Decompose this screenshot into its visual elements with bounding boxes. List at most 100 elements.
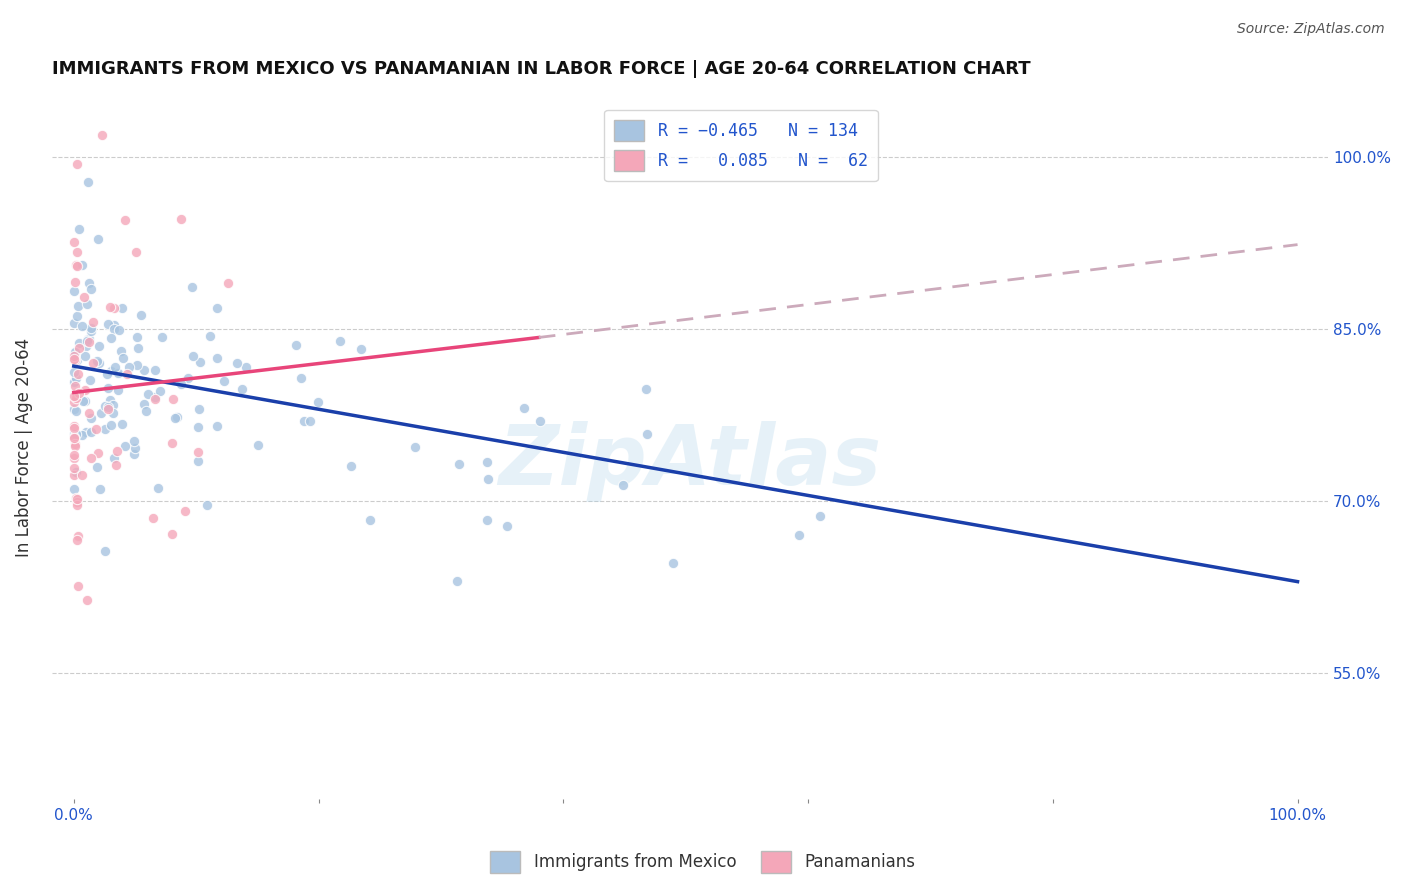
Point [70, 468, 93, 483]
Point [292, 414, 315, 428]
Point [100, 418, 122, 433]
Point [142, 510, 165, 524]
Point [75, 393, 97, 408]
Legend: R = −0.465   N = 134, R =   0.085   N =  62: R = −0.465 N = 134, R = 0.085 N = 62 [605, 110, 877, 181]
Point [67, 336, 90, 351]
Point [231, 382, 253, 396]
Point [63, 347, 86, 361]
Text: ZipAtlas: ZipAtlas [498, 420, 882, 501]
Point [63, 402, 86, 417]
Point [103, 301, 125, 316]
Point [75, 349, 97, 363]
Point [104, 360, 127, 375]
Point [808, 508, 831, 523]
Point [105, 458, 128, 472]
Point [66, 245, 89, 260]
Point [65, 156, 87, 170]
Point [63, 375, 86, 389]
Point [79, 332, 101, 346]
Point [66, 352, 89, 367]
Point [103, 318, 125, 332]
Point [63, 460, 86, 475]
Point [80, 324, 103, 338]
Point [91, 128, 114, 142]
Point [77, 334, 100, 349]
Point [63, 448, 86, 462]
Point [96, 367, 118, 381]
Point [63, 419, 86, 434]
Point [72, 394, 94, 409]
Point [150, 330, 173, 344]
Point [101, 399, 124, 413]
Point [80, 321, 103, 335]
Point [63, 349, 86, 363]
Point [170, 376, 193, 391]
Point [138, 386, 160, 401]
Point [789, 527, 811, 541]
Text: IMMIGRANTS FROM MEXICO VS PANAMANIAN IN LABOR FORCE | AGE 20-64 CORRELATION CHAR: IMMIGRANTS FROM MEXICO VS PANAMANIAN IN … [52, 60, 1031, 78]
Point [76, 334, 98, 348]
Point [188, 355, 211, 369]
Point [134, 397, 156, 411]
Point [65, 491, 87, 505]
Point [496, 518, 519, 533]
Point [180, 280, 202, 294]
Point [214, 374, 236, 388]
Point [129, 308, 152, 322]
Point [163, 410, 186, 425]
Point [235, 359, 257, 374]
Point [187, 445, 209, 459]
Point [62, 394, 84, 409]
Point [67, 299, 90, 313]
Point [87, 339, 110, 353]
Point [187, 454, 209, 468]
Point [82, 356, 104, 370]
Point [125, 358, 148, 372]
Point [63, 346, 86, 360]
Point [162, 392, 184, 406]
Point [143, 363, 166, 377]
Point [98, 392, 121, 407]
Point [146, 481, 169, 495]
Point [94, 421, 117, 435]
Point [66, 260, 89, 274]
Point [105, 443, 128, 458]
Point [477, 455, 499, 469]
Point [97, 401, 120, 415]
Point [247, 438, 270, 452]
Point [63, 379, 86, 393]
Point [66, 491, 89, 506]
Point [76, 175, 98, 189]
Point [62, 427, 84, 442]
Point [87, 232, 110, 246]
Point [198, 329, 221, 343]
Point [176, 370, 198, 384]
Point [183, 349, 205, 363]
Point [122, 434, 145, 448]
Point [205, 301, 228, 315]
Point [67, 222, 90, 236]
Point [66, 529, 89, 543]
Point [67, 385, 90, 400]
Point [80, 450, 103, 465]
Point [80, 425, 103, 439]
Point [404, 441, 426, 455]
Point [149, 384, 172, 399]
Point [217, 276, 239, 290]
Point [63, 482, 86, 496]
Text: Source: ZipAtlas.com: Source: ZipAtlas.com [1237, 22, 1385, 37]
Point [308, 395, 330, 409]
Point [86, 422, 108, 436]
Point [66, 533, 89, 547]
Point [340, 458, 363, 473]
Point [107, 383, 129, 397]
Point [63, 317, 86, 331]
Point [477, 472, 499, 486]
Point [226, 356, 249, 370]
Point [475, 513, 498, 527]
Point [299, 414, 322, 428]
Point [103, 450, 125, 465]
Point [98, 300, 121, 314]
Point [111, 417, 134, 432]
Point [87, 446, 110, 460]
